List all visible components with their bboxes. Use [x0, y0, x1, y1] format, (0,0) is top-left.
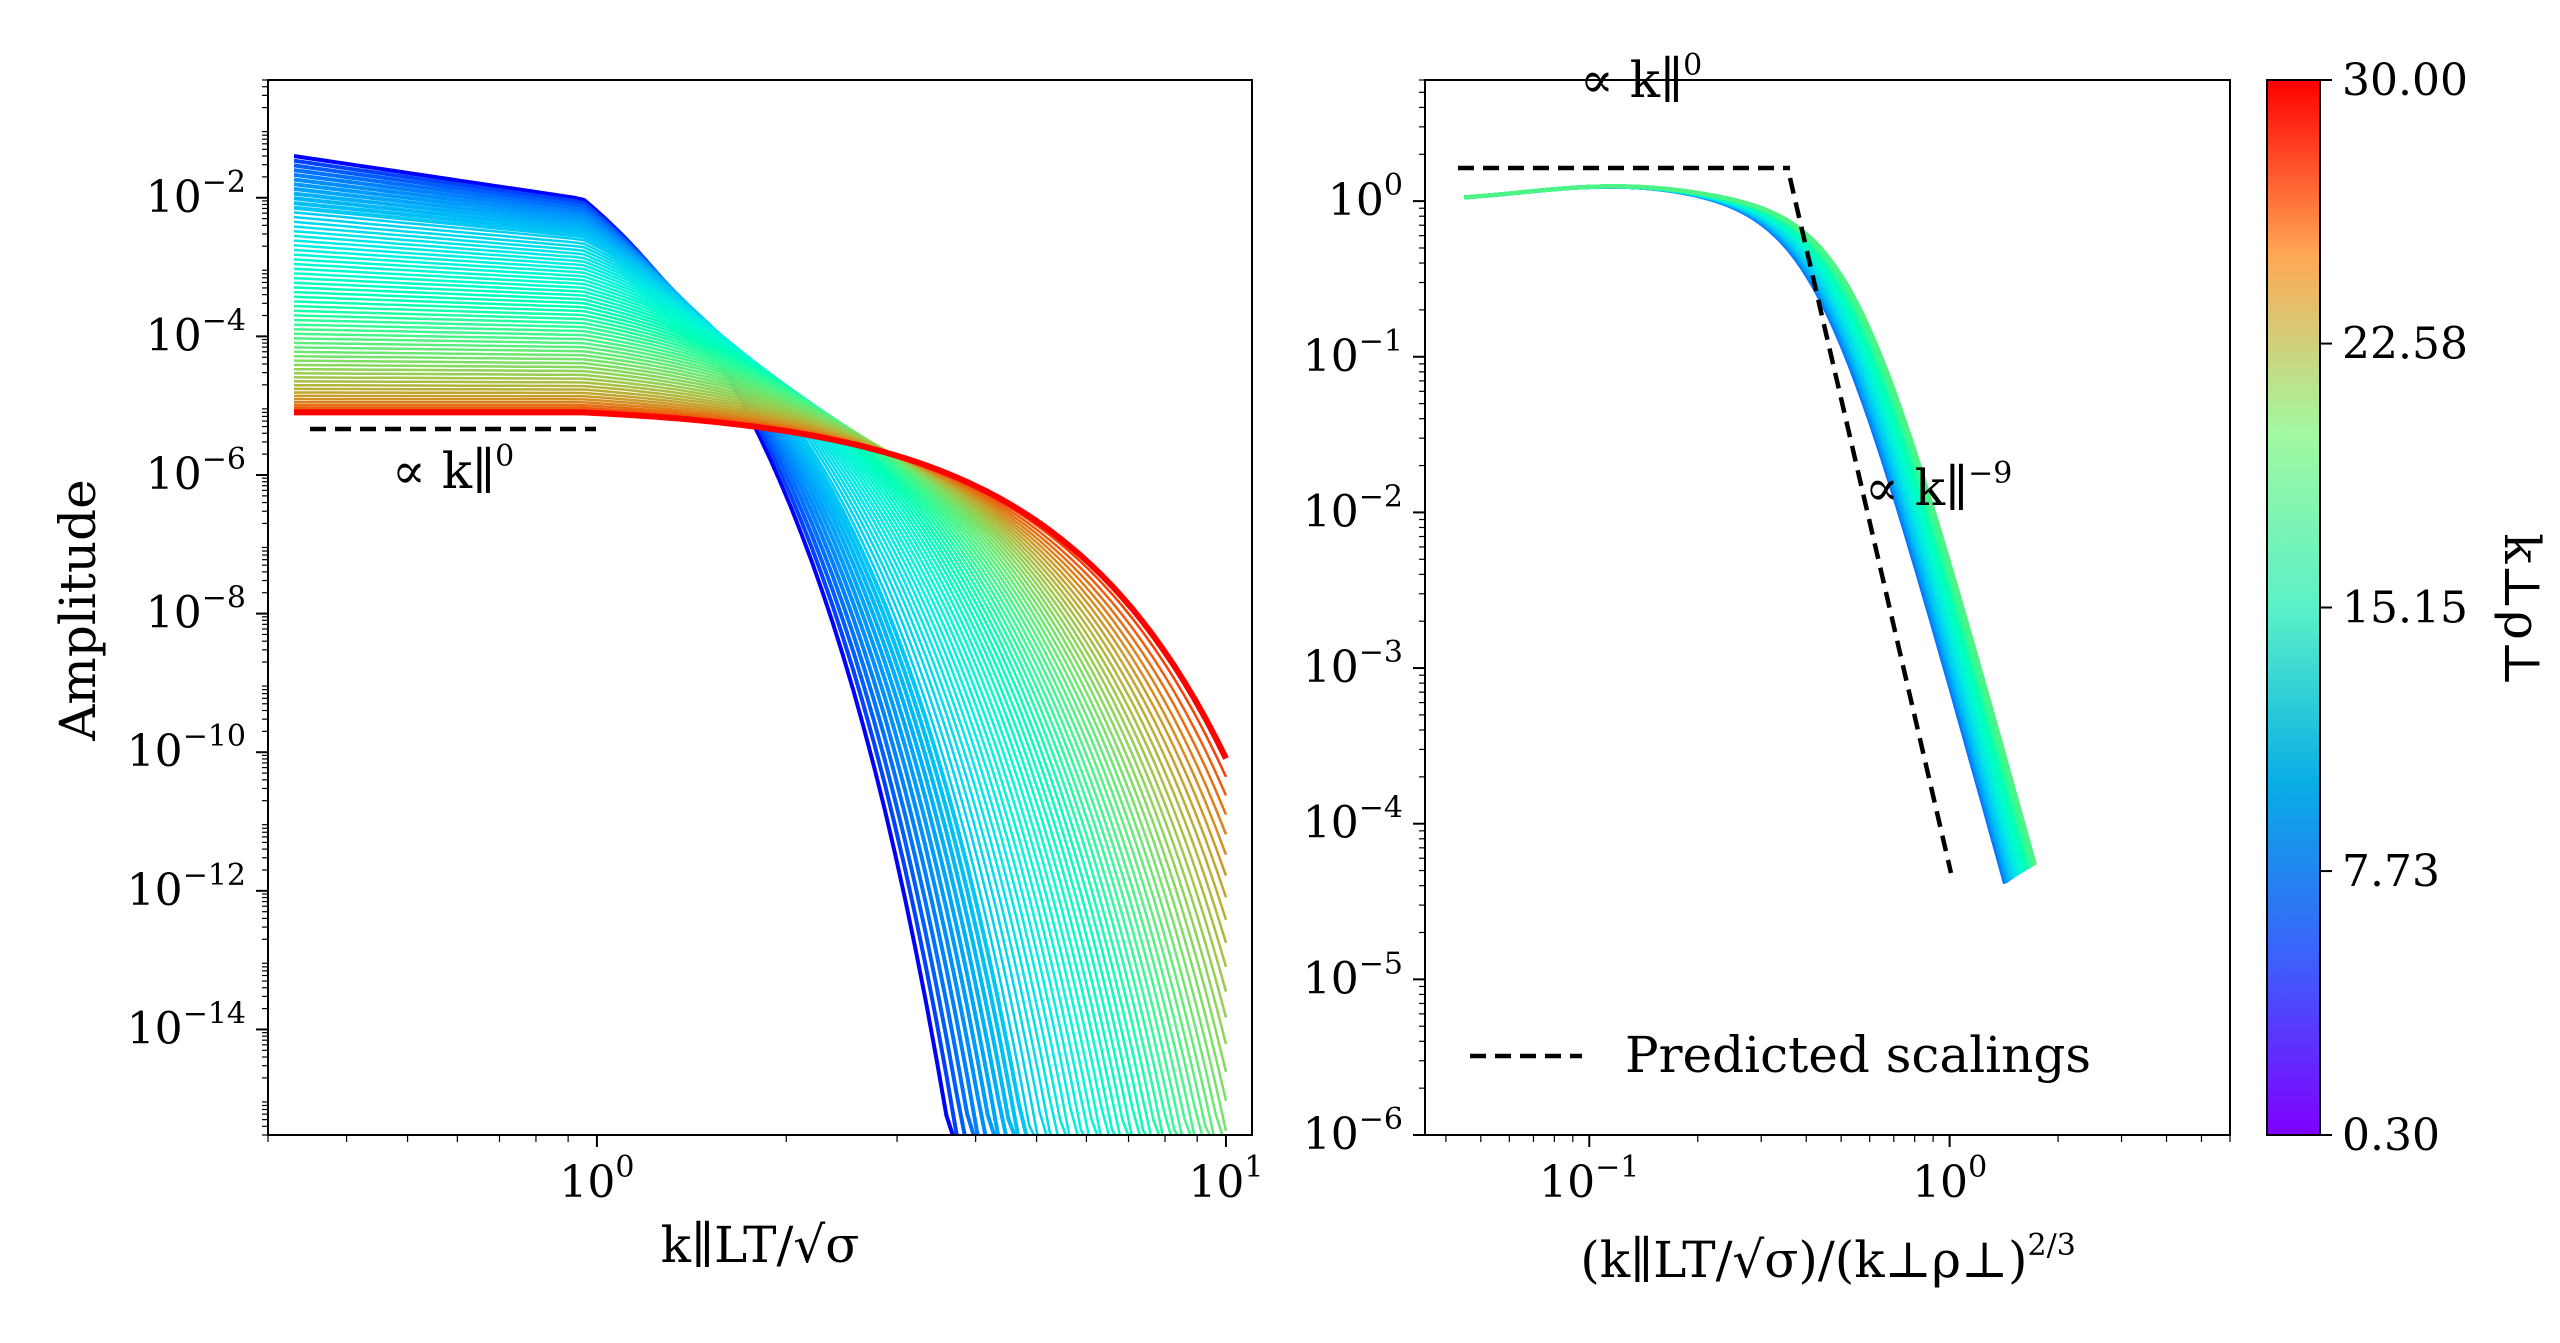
y-tick-label: 10−10 — [127, 719, 246, 777]
right-reference-steep — [1787, 177, 1954, 874]
colorbar-ticks: 30.00 22.58 15.15 7.73 0.30 — [2320, 55, 2468, 1161]
right-series-line — [1464, 184, 2036, 867]
colorbar: 30.00 22.58 15.15 7.73 0.30 k⊥ρ⊥ — [2266, 55, 2551, 1161]
right-xlabel: (k∥LT/√σ)/(k⊥ρ⊥)2/3 — [1580, 1228, 2076, 1289]
left-axes-frame — [267, 79, 1253, 1136]
left-series-line — [293, 372, 1228, 1018]
left-series-line — [293, 337, 1204, 1135]
y-tick-label: 10−12 — [127, 858, 246, 916]
left-series-line — [294, 387, 1228, 921]
colorbar-gradient — [2266, 79, 2321, 1136]
colorbar-label: k⊥ρ⊥ — [2493, 533, 2551, 687]
left-series-line — [293, 309, 1164, 1135]
right-series-line — [1464, 184, 2029, 870]
left-series-line — [294, 391, 1228, 898]
left-series-line — [293, 346, 1215, 1135]
left-series-line — [293, 332, 1196, 1135]
right-series-line — [1464, 184, 2029, 871]
right-annotation-steep: ∝ k∥−9 — [1865, 456, 2012, 517]
y-tick-label: 10−1 — [1303, 324, 1403, 382]
y-tick-label: 10−2 — [1303, 479, 1403, 537]
colorbar-tick-label: 22.58 — [2342, 319, 2468, 370]
left-series-line — [293, 163, 967, 1135]
left-xlabel: k∥LT/√σ — [661, 1216, 860, 1274]
left-series-line — [294, 397, 1228, 856]
colorbar-tick-label: 15.15 — [2342, 583, 2468, 634]
right-series-line — [1464, 184, 2032, 869]
right-series-line — [1464, 184, 2030, 870]
left-series-line — [293, 318, 1179, 1135]
y-tick-label: 10−4 — [146, 303, 246, 361]
left-series-line — [293, 359, 1228, 1102]
left-series-line — [293, 154, 955, 1135]
right-annotation-flat: ∝ k∥0 — [1580, 48, 1702, 109]
y-tick-label: 10−6 — [1303, 1102, 1403, 1160]
left-series-line — [293, 327, 1192, 1135]
left-series-line — [294, 403, 1228, 816]
right-x-ticks: 10−1 100 — [1445, 1135, 2231, 1208]
y-tick-label: 10−6 — [146, 442, 246, 500]
left-x-ticks: 100 101 — [267, 1135, 1264, 1208]
left-series-line — [293, 323, 1184, 1135]
legend: Predicted scalings — [1470, 1026, 2091, 1084]
right-series-line — [1464, 184, 2037, 866]
right-series-line — [1464, 184, 2033, 868]
left-series-line — [293, 341, 1212, 1135]
left-series-line — [294, 409, 1229, 760]
right-series-line — [1464, 184, 2036, 867]
colorbar-tick-label: 30.00 — [2342, 55, 2468, 106]
right-series-line — [1464, 184, 2031, 870]
left-series-line — [294, 400, 1228, 835]
left-series-line — [294, 367, 1228, 1045]
right-series-line — [1464, 184, 2036, 866]
left-series-line — [293, 304, 1161, 1135]
left-series-line — [293, 314, 1173, 1135]
right-series-line — [1464, 184, 2035, 867]
x-tick-label: 10−1 — [1539, 1150, 1639, 1208]
right-series-line — [1464, 184, 2035, 867]
left-y-ticks: 10−2 10−4 10−6 10−8 10−10 10−12 10−14 — [127, 79, 268, 1136]
x-tick-label: 100 — [559, 1150, 634, 1208]
left-series-line — [294, 376, 1228, 992]
right-y-ticks: 100 10−1 10−2 10−3 10−4 10−5 10−6 — [1303, 79, 1425, 1160]
x-tick-label: 101 — [1188, 1150, 1263, 1208]
right-series-line — [1464, 184, 2031, 869]
left-series-line — [293, 363, 1228, 1073]
colorbar-tick-label: 0.30 — [2342, 1110, 2440, 1161]
colorbar-tick-label: 7.73 — [2342, 846, 2440, 897]
left-series-line — [293, 380, 1228, 968]
right-panel: 100 10−1 10−2 10−3 10−4 10−5 10−6 10−1 100 ∝ k∥… — [1303, 48, 2231, 1289]
left-annotation: ∝ k∥0 — [392, 439, 514, 500]
y-tick-label: 10−3 — [1303, 635, 1403, 693]
legend-label: Predicted scalings — [1625, 1026, 2091, 1084]
right-series-line — [1464, 184, 2034, 868]
right-series-line — [1464, 184, 2030, 870]
left-series-line — [293, 355, 1228, 1132]
right-series-line — [1464, 184, 2028, 871]
right-series-line — [1464, 184, 2028, 871]
right-series-line — [1464, 184, 2033, 868]
left-panel: 10−2 10−4 10−6 10−8 10−10 10−12 10−14 100 101 ∝… — [49, 79, 1264, 1274]
left-curves — [293, 154, 1229, 1135]
y-tick-label: 10−14 — [127, 996, 246, 1054]
right-series-line — [1464, 184, 2032, 869]
y-tick-label: 10−8 — [146, 581, 246, 639]
y-tick-label: 10−2 — [146, 165, 246, 223]
x-tick-label: 100 — [1912, 1150, 1987, 1208]
y-tick-label: 10−4 — [1303, 791, 1403, 849]
y-tick-label: 10−5 — [1303, 946, 1403, 1004]
y-tick-label: 100 — [1328, 168, 1403, 226]
left-ylabel: Amplitude — [49, 479, 107, 741]
left-series-line — [293, 350, 1224, 1135]
right-series-line — [1464, 184, 2034, 868]
left-series-line — [294, 394, 1228, 877]
right-curves — [1464, 184, 2037, 885]
right-series-line — [1464, 184, 2037, 866]
right-axes-frame — [1424, 79, 2231, 1136]
left-series-line — [294, 383, 1228, 944]
left-series-line — [293, 158, 960, 1135]
